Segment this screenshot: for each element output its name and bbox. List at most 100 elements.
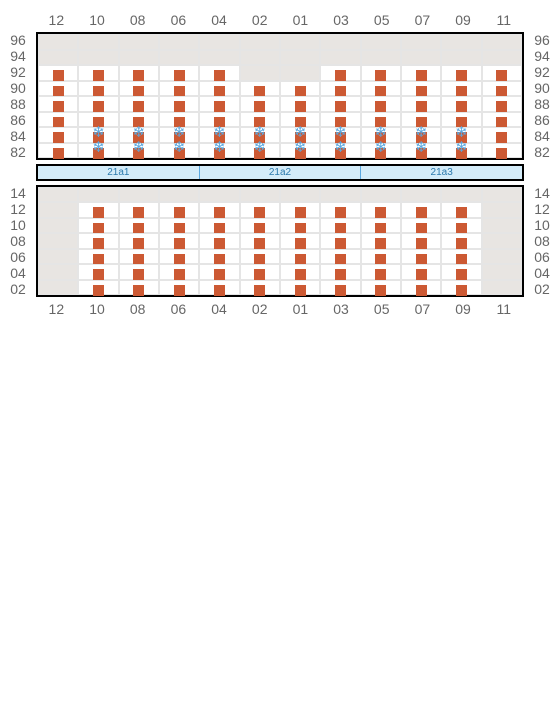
slot-cell[interactable]: ❄ <box>159 143 199 159</box>
slot-cell[interactable] <box>401 34 441 50</box>
slot-cell[interactable] <box>441 264 481 279</box>
slot-cell[interactable] <box>38 280 78 295</box>
slot-cell[interactable] <box>78 96 118 112</box>
slot-cell[interactable] <box>78 202 118 217</box>
slot-cell[interactable] <box>401 202 441 217</box>
slot-cell[interactable] <box>320 187 360 202</box>
slot-cell[interactable] <box>78 218 118 233</box>
slot-cell[interactable] <box>482 264 522 279</box>
slot-cell[interactable] <box>441 249 481 264</box>
slot-cell[interactable]: ❄ <box>199 143 239 159</box>
slot-cell[interactable] <box>280 65 320 81</box>
slot-cell[interactable] <box>159 218 199 233</box>
slot-cell[interactable] <box>199 81 239 97</box>
slot-cell[interactable] <box>320 249 360 264</box>
slot-cell[interactable] <box>119 81 159 97</box>
slot-cell[interactable] <box>119 96 159 112</box>
slot-cell[interactable] <box>482 81 522 97</box>
slot-cell[interactable] <box>280 218 320 233</box>
slot-cell[interactable] <box>199 264 239 279</box>
slot-cell[interactable] <box>280 34 320 50</box>
slot-cell[interactable] <box>240 187 280 202</box>
slot-cell[interactable] <box>441 280 481 295</box>
slot-cell[interactable] <box>199 50 239 66</box>
slot-cell[interactable] <box>482 218 522 233</box>
slot-cell[interactable] <box>240 96 280 112</box>
slot-cell[interactable] <box>38 187 78 202</box>
slot-cell[interactable] <box>159 65 199 81</box>
slot-cell[interactable] <box>361 34 401 50</box>
slot-cell[interactable] <box>361 233 401 248</box>
slot-cell[interactable] <box>320 202 360 217</box>
slot-cell[interactable]: ❄ <box>441 143 481 159</box>
slot-cell[interactable] <box>361 96 401 112</box>
slot-cell[interactable] <box>320 264 360 279</box>
slot-cell[interactable] <box>482 112 522 128</box>
slot-cell[interactable] <box>78 81 118 97</box>
slot-cell[interactable] <box>441 233 481 248</box>
slot-cell[interactable] <box>482 50 522 66</box>
slot-cell[interactable] <box>280 280 320 295</box>
slot-cell[interactable] <box>361 249 401 264</box>
slot-cell[interactable] <box>199 202 239 217</box>
slot-cell[interactable] <box>280 187 320 202</box>
slot-cell[interactable] <box>119 202 159 217</box>
slot-cell[interactable] <box>240 249 280 264</box>
slot-cell[interactable] <box>119 218 159 233</box>
slot-cell[interactable] <box>401 233 441 248</box>
slot-cell[interactable] <box>159 96 199 112</box>
slot-cell[interactable] <box>199 34 239 50</box>
slot-cell[interactable] <box>38 233 78 248</box>
slot-cell[interactable] <box>482 127 522 143</box>
slot-cell[interactable] <box>159 280 199 295</box>
slot-cell[interactable] <box>320 65 360 81</box>
slot-cell[interactable] <box>441 34 481 50</box>
slot-cell[interactable] <box>482 233 522 248</box>
slot-cell[interactable] <box>280 202 320 217</box>
slot-cell[interactable] <box>199 233 239 248</box>
slot-cell[interactable] <box>320 218 360 233</box>
slot-cell[interactable] <box>199 96 239 112</box>
slot-cell[interactable] <box>280 233 320 248</box>
slot-cell[interactable] <box>361 187 401 202</box>
slot-cell[interactable] <box>401 96 441 112</box>
slot-cell[interactable] <box>401 218 441 233</box>
slot-cell[interactable] <box>38 50 78 66</box>
slot-cell[interactable] <box>78 34 118 50</box>
slot-cell[interactable] <box>240 202 280 217</box>
slot-cell[interactable] <box>38 96 78 112</box>
slot-cell[interactable] <box>441 65 481 81</box>
slot-cell[interactable] <box>159 249 199 264</box>
slot-cell[interactable] <box>159 34 199 50</box>
slot-cell[interactable] <box>78 264 118 279</box>
slot-cell[interactable] <box>78 187 118 202</box>
slot-cell[interactable] <box>119 50 159 66</box>
slot-cell[interactable] <box>38 112 78 128</box>
slot-cell[interactable] <box>119 65 159 81</box>
slot-cell[interactable] <box>240 81 280 97</box>
slot-cell[interactable] <box>401 280 441 295</box>
slot-cell[interactable] <box>240 218 280 233</box>
slot-cell[interactable] <box>38 202 78 217</box>
slot-cell[interactable] <box>280 81 320 97</box>
slot-cell[interactable]: ❄ <box>119 143 159 159</box>
slot-cell[interactable] <box>482 280 522 295</box>
slot-cell[interactable] <box>159 233 199 248</box>
slot-cell[interactable] <box>401 65 441 81</box>
slot-cell[interactable] <box>38 264 78 279</box>
slot-cell[interactable] <box>199 218 239 233</box>
slot-cell[interactable] <box>159 202 199 217</box>
slot-cell[interactable] <box>78 280 118 295</box>
slot-cell[interactable]: ❄ <box>361 143 401 159</box>
slot-cell[interactable] <box>38 81 78 97</box>
slot-cell[interactable] <box>38 218 78 233</box>
slot-cell[interactable] <box>240 233 280 248</box>
slot-cell[interactable] <box>441 96 481 112</box>
slot-cell[interactable] <box>361 81 401 97</box>
slot-cell[interactable] <box>78 233 118 248</box>
slot-cell[interactable] <box>280 264 320 279</box>
slot-cell[interactable] <box>119 249 159 264</box>
slot-cell[interactable] <box>482 65 522 81</box>
slot-cell[interactable] <box>320 50 360 66</box>
slot-cell[interactable] <box>482 96 522 112</box>
